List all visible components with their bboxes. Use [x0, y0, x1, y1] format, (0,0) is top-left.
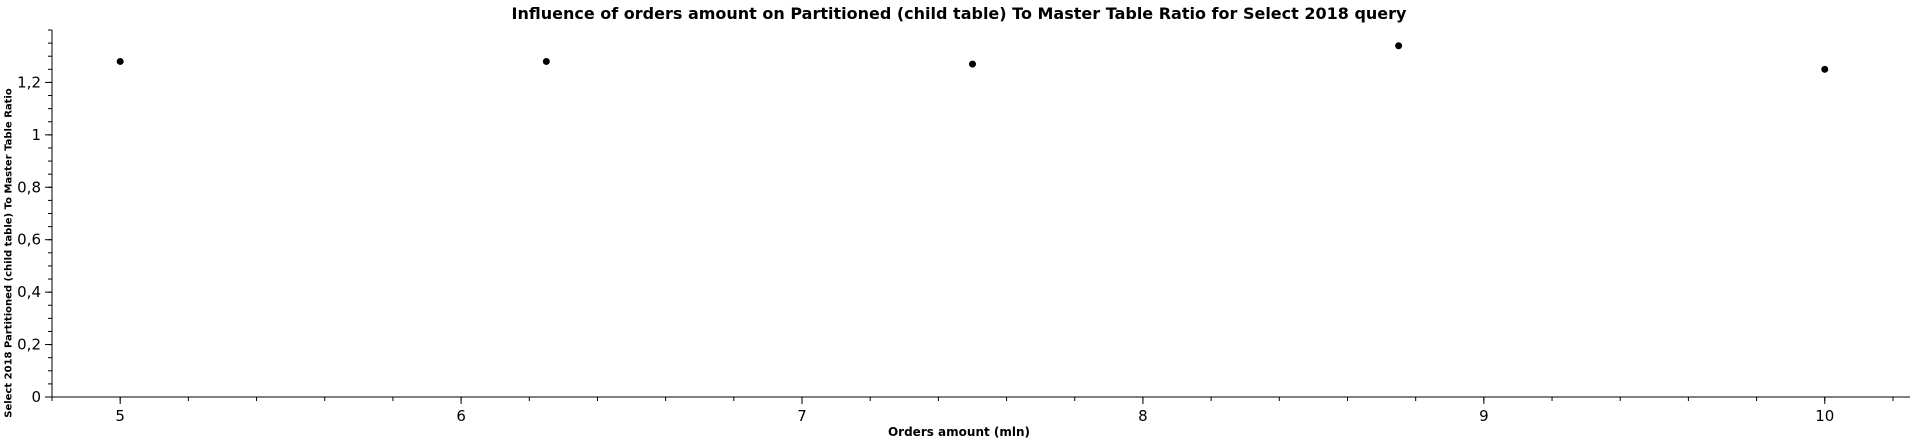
x-axis-ticks: 5 6 7 8 9 10	[51, 397, 1894, 425]
y-tick-label: 0,6	[17, 231, 41, 249]
y-tick-label: 0,4	[17, 283, 41, 301]
data-point	[1395, 42, 1403, 50]
y-tick-label: 1	[31, 126, 41, 144]
y-tick-label: 1,2	[17, 73, 41, 91]
x-tick-label: 8	[1138, 407, 1148, 425]
data-point	[116, 57, 124, 65]
x-tick-label: 6	[456, 407, 466, 425]
y-tick-label: 0	[31, 388, 41, 406]
x-tick-label: 7	[797, 407, 807, 425]
y-tick-label: 0,2	[17, 336, 41, 354]
data-points	[116, 42, 1829, 73]
y-tick-label: 0,8	[17, 178, 41, 196]
x-axis-label: Orders amount (mln)	[887, 425, 1031, 439]
data-point	[968, 60, 976, 68]
x-tick-label: 9	[1479, 407, 1489, 425]
data-point	[542, 57, 550, 65]
y-axis-ticks: 0 0,2 0,4 0,6 0,8 1 1,2	[17, 29, 52, 406]
x-tick-label: 5	[115, 407, 125, 425]
x-tick-label: 10	[1815, 407, 1834, 425]
data-point	[1821, 65, 1829, 73]
chart-title: Influence of orders amount on Partitione…	[511, 4, 1407, 23]
